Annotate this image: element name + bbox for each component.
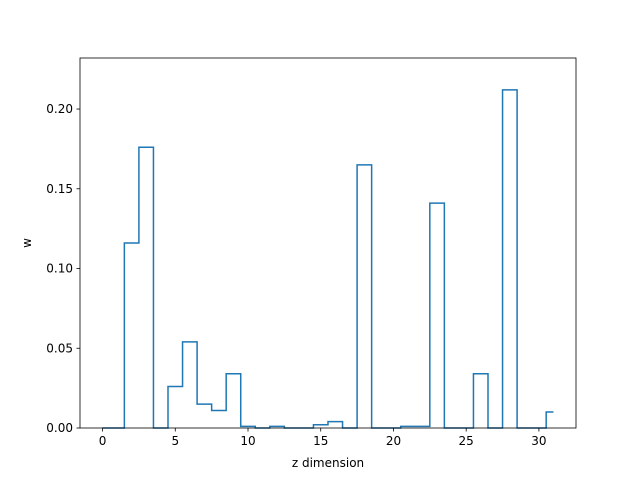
x-axis-label: z dimension (292, 456, 364, 470)
plot-area (80, 58, 576, 428)
plot-frame (79, 57, 577, 429)
y-tick-label: 0.20 (46, 102, 73, 116)
x-tick-label: 10 (240, 434, 255, 448)
x-tick-label: 15 (313, 434, 328, 448)
y-tick-label: 0.15 (46, 182, 73, 196)
y-tick-label: 0.05 (46, 341, 73, 355)
series-line-0 (102, 89, 554, 429)
x-tick-label: 5 (171, 434, 179, 448)
y-axis-label: w (20, 238, 34, 248)
series-layer (102, 89, 554, 429)
x-tick-label: 20 (386, 434, 401, 448)
x-tick-label: 25 (459, 434, 474, 448)
y-tick-label: 0.00 (46, 421, 73, 435)
y-tick-label: 0.10 (46, 262, 73, 276)
x-axis: 0 5 10 15 20 25 30 (99, 428, 547, 448)
y-axis: 0.00 0.05 0.10 0.15 0.20 (46, 102, 80, 435)
x-tick-label: 30 (531, 434, 546, 448)
x-tick-label: 0 (99, 434, 107, 448)
